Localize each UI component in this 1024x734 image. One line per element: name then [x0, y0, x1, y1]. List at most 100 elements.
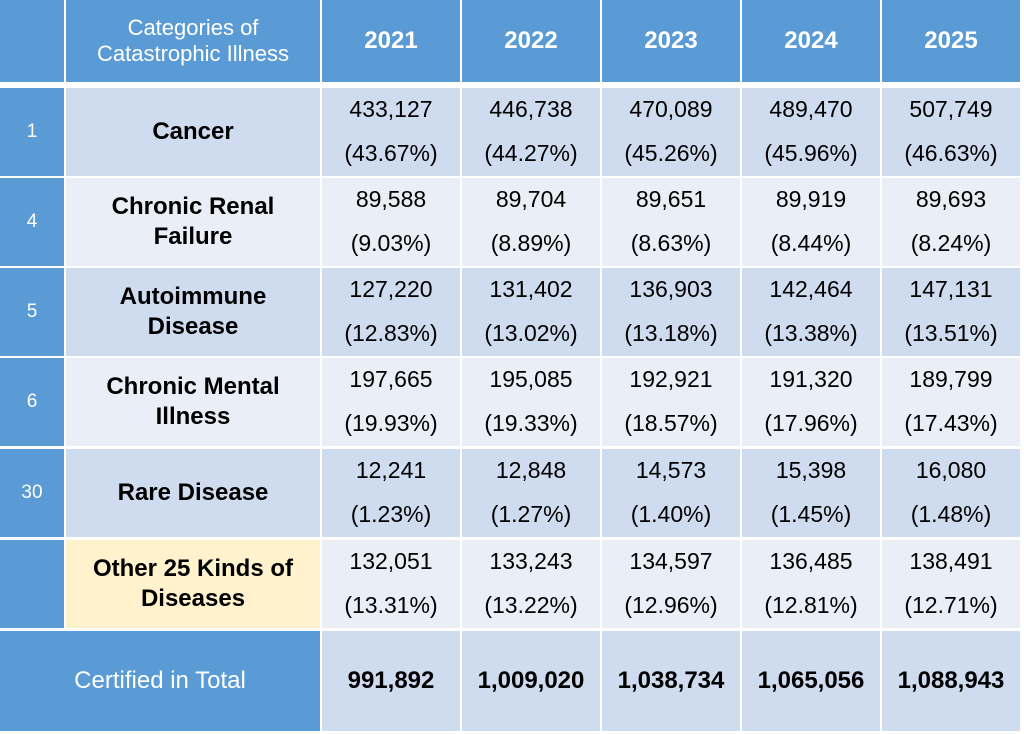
- data-cell: 136,485 (12.81%): [742, 540, 880, 628]
- data-cell: 89,651 (8.63%): [602, 178, 740, 266]
- row-number: 4: [26, 211, 38, 232]
- case-count: 470,089: [629, 96, 713, 122]
- total-cell: 991,892: [322, 631, 460, 731]
- data-cell: 142,464 (13.38%): [742, 268, 880, 356]
- total-cell: 1,088,943: [882, 631, 1020, 731]
- case-count: 134,597: [629, 548, 713, 574]
- case-percent: (43.67%): [344, 140, 438, 166]
- total-value: 1,065,056: [757, 667, 865, 694]
- category-cell: Other 25 Kinds of Diseases: [66, 540, 320, 628]
- case-count: 132,051: [349, 548, 433, 574]
- case-percent: (9.03%): [350, 230, 432, 256]
- case-percent: (18.57%): [624, 410, 718, 436]
- row-number: 6: [26, 391, 38, 412]
- case-count: 12,848: [495, 457, 567, 483]
- case-count: 197,665: [349, 366, 433, 392]
- data-cell: 12,241 (1.23%): [322, 449, 460, 537]
- case-percent: (12.81%): [764, 592, 858, 618]
- row-number-cell: 30: [0, 449, 64, 537]
- case-percent: (8.63%): [630, 230, 712, 256]
- header-cell: 2021: [322, 0, 460, 82]
- row-number: 30: [21, 482, 43, 503]
- data-cell: 132,051 (13.31%): [322, 540, 460, 628]
- case-percent: (45.96%): [764, 140, 858, 166]
- data-cell: 12,848 (1.27%): [462, 449, 600, 537]
- data-cell: 489,470 (45.96%): [742, 88, 880, 176]
- case-percent: (1.27%): [490, 501, 572, 527]
- corner-cell: [0, 0, 64, 82]
- case-count: 433,127: [349, 96, 433, 122]
- header-year: 2024: [784, 27, 838, 54]
- case-percent: (13.18%): [624, 320, 718, 346]
- data-cell: 446,738 (44.27%): [462, 88, 600, 176]
- case-percent: (17.43%): [904, 410, 998, 436]
- total-value: 1,088,943: [897, 667, 1005, 694]
- total-value: 1,038,734: [617, 667, 725, 694]
- case-count: 89,693: [915, 186, 987, 212]
- header-category: Categories of Catastrophic Illness: [97, 15, 289, 66]
- case-percent: (45.26%): [624, 140, 718, 166]
- case-percent: (1.45%): [770, 501, 852, 527]
- case-percent: (19.33%): [484, 410, 578, 436]
- header-cell: 2022: [462, 0, 600, 82]
- data-cell: 134,597 (12.96%): [602, 540, 740, 628]
- case-percent: (17.96%): [764, 410, 858, 436]
- row-number-cell: 5: [0, 268, 64, 356]
- total-label: Certified in Total: [74, 667, 246, 694]
- case-count: 192,921: [629, 366, 713, 392]
- case-count: 189,799: [909, 366, 993, 392]
- data-cell: 14,573 (1.40%): [602, 449, 740, 537]
- case-count: 142,464: [769, 276, 853, 302]
- case-percent: (13.38%): [764, 320, 858, 346]
- data-cell: 470,089 (45.26%): [602, 88, 740, 176]
- category-name: Other 25 Kinds of Diseases: [92, 555, 294, 612]
- data-cell: 191,320 (17.96%): [742, 358, 880, 446]
- total-cell: 1,038,734: [602, 631, 740, 731]
- data-cell: 136,903 (13.18%): [602, 268, 740, 356]
- case-percent: (8.44%): [770, 230, 852, 256]
- case-count: 489,470: [769, 96, 853, 122]
- category-name: Chronic Renal Failure: [111, 193, 275, 250]
- case-count: 89,588: [355, 186, 427, 212]
- header-year: 2022: [504, 27, 558, 54]
- data-cell: 127,220 (12.83%): [322, 268, 460, 356]
- case-percent: (44.27%): [484, 140, 578, 166]
- case-percent: (13.31%): [344, 592, 438, 618]
- case-percent: (1.40%): [630, 501, 712, 527]
- case-count: 12,241: [355, 457, 427, 483]
- category-cell: Rare Disease: [66, 449, 320, 537]
- data-cell: 195,085 (19.33%): [462, 358, 600, 446]
- data-cell: 189,799 (17.43%): [882, 358, 1020, 446]
- case-count: 89,919: [775, 186, 847, 212]
- case-percent: (12.71%): [904, 592, 998, 618]
- category-cell: Chronic Mental Illness: [66, 358, 320, 446]
- total-value: 991,892: [347, 667, 435, 694]
- row-number-cell: 1: [0, 88, 64, 176]
- data-cell: 89,919 (8.44%): [742, 178, 880, 266]
- case-percent: (19.93%): [344, 410, 438, 436]
- total-value: 1,009,020: [477, 667, 585, 694]
- total-cell: 1,009,020: [462, 631, 600, 731]
- case-count: 15,398: [775, 457, 847, 483]
- data-cell: 138,491 (12.71%): [882, 540, 1020, 628]
- data-cell: 192,921 (18.57%): [602, 358, 740, 446]
- data-cell: 16,080 (1.48%): [882, 449, 1020, 537]
- data-cell: 89,693 (8.24%): [882, 178, 1020, 266]
- row-number-cell: 6: [0, 358, 64, 446]
- case-percent: (8.24%): [910, 230, 992, 256]
- data-cell: 507,749 (46.63%): [882, 88, 1020, 176]
- data-cell: 197,665 (19.93%): [322, 358, 460, 446]
- category-name: Chronic Mental Illness: [106, 373, 280, 430]
- case-count: 446,738: [489, 96, 573, 122]
- data-cell: 147,131 (13.51%): [882, 268, 1020, 356]
- case-count: 14,573: [635, 457, 707, 483]
- case-percent: (1.23%): [350, 501, 432, 527]
- header-cell: 2023: [602, 0, 740, 82]
- row-number-cell: [0, 540, 64, 628]
- header-year: 2021: [364, 27, 418, 54]
- row-number: 5: [26, 301, 38, 322]
- case-count: 127,220: [349, 276, 433, 302]
- category-cell: Cancer: [66, 88, 320, 176]
- header-cell: 2024: [742, 0, 880, 82]
- data-cell: 433,127 (43.67%): [322, 88, 460, 176]
